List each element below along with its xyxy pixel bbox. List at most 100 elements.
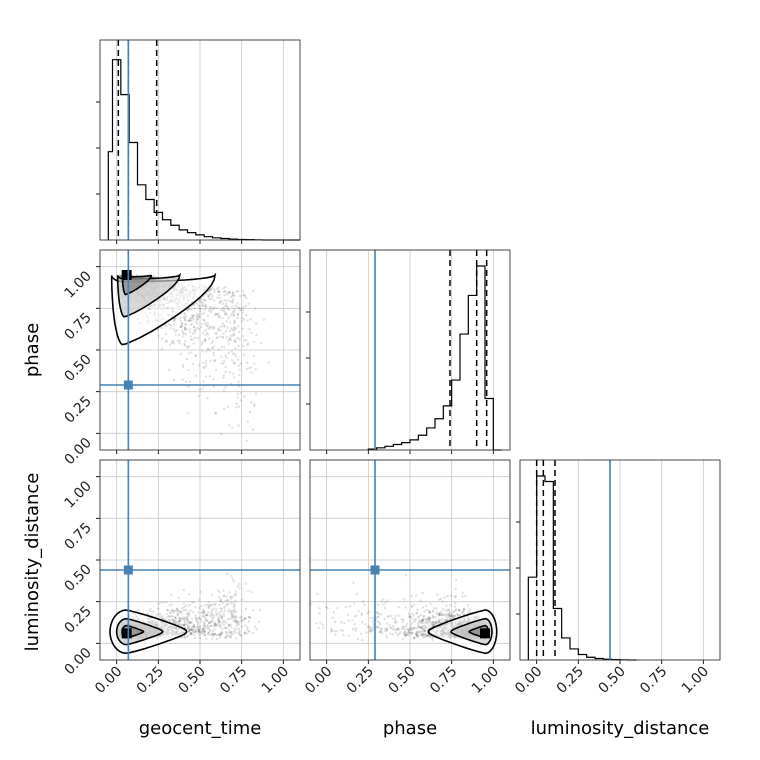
sample-point xyxy=(250,331,253,334)
sample-point xyxy=(157,334,160,337)
sample-point xyxy=(222,389,226,392)
sample-point xyxy=(432,623,435,626)
sample-point xyxy=(202,312,206,315)
sample-point xyxy=(244,607,248,611)
sample-point xyxy=(243,293,246,296)
sample-point xyxy=(385,628,389,631)
sample-point xyxy=(231,328,234,332)
sample-point xyxy=(221,335,224,339)
sample-point xyxy=(217,618,220,621)
sample-point xyxy=(234,620,237,623)
histogram-step xyxy=(367,265,502,451)
sample-point xyxy=(211,619,214,622)
sample-point xyxy=(215,608,218,611)
sample-point xyxy=(169,615,173,618)
sample-point xyxy=(355,614,358,617)
sample-point xyxy=(232,602,235,605)
sample-point xyxy=(247,620,251,623)
sample-point xyxy=(242,289,245,293)
sample-point xyxy=(411,612,414,615)
sample-point xyxy=(148,609,151,612)
sample-point xyxy=(193,627,196,631)
sample-point xyxy=(173,619,176,622)
sample-point xyxy=(203,633,207,637)
sample-point xyxy=(212,306,215,309)
sample-point xyxy=(191,628,194,632)
sample-point xyxy=(420,625,423,628)
sample-point xyxy=(213,359,216,362)
sample-point xyxy=(178,339,181,343)
sample-point xyxy=(435,610,439,614)
sample-point xyxy=(438,613,442,616)
sample-point xyxy=(453,614,457,618)
sample-point xyxy=(197,299,200,302)
sample-point xyxy=(191,625,195,629)
sample-point xyxy=(225,291,228,294)
sample-point xyxy=(204,364,208,368)
sample-point xyxy=(186,345,189,348)
sample-point xyxy=(213,622,217,625)
sample-point xyxy=(234,304,238,307)
sample-point xyxy=(183,323,187,326)
sample-point xyxy=(241,327,244,331)
sample-point xyxy=(223,359,226,363)
sample-point xyxy=(331,616,334,620)
sample-point xyxy=(239,308,242,311)
sample-point xyxy=(245,296,248,300)
sample-point xyxy=(155,613,159,616)
sample-point xyxy=(217,316,221,319)
sample-point xyxy=(233,593,237,596)
sample-point xyxy=(228,635,232,639)
sample-point xyxy=(198,625,202,628)
sample-point xyxy=(238,634,242,637)
sample-point xyxy=(178,619,181,623)
sample-point xyxy=(190,632,193,635)
sample-point xyxy=(200,342,204,346)
sample-point xyxy=(207,621,211,625)
ylabel-luminosity-distance: luminosity_distance xyxy=(22,473,43,652)
sample-point xyxy=(230,327,233,330)
sample-point xyxy=(400,627,404,630)
sample-point xyxy=(242,344,245,348)
sample-point xyxy=(214,412,217,415)
sample-point xyxy=(186,309,189,312)
sample-point xyxy=(191,362,194,365)
sample-point xyxy=(403,628,406,631)
sample-point xyxy=(209,633,213,637)
sample-point xyxy=(205,292,208,296)
sample-point xyxy=(448,611,452,615)
sample-point xyxy=(343,622,346,625)
sample-point xyxy=(462,607,466,610)
sample-point xyxy=(197,611,200,614)
sample-point xyxy=(386,627,389,630)
sample-point xyxy=(175,328,179,332)
sample-point xyxy=(427,634,430,637)
sample-point xyxy=(202,610,206,613)
sample-point xyxy=(206,396,209,400)
sample-point xyxy=(213,344,216,348)
sample-point xyxy=(238,368,241,371)
sample-point xyxy=(230,426,234,429)
sample-point xyxy=(164,325,168,328)
sample-point xyxy=(423,632,426,636)
sample-point xyxy=(207,621,211,624)
sample-point xyxy=(171,340,175,343)
sample-point xyxy=(233,319,236,322)
sample-point xyxy=(212,378,215,381)
sample-point xyxy=(267,361,270,364)
sample-point xyxy=(159,601,162,604)
sample-point xyxy=(168,343,172,346)
sample-point xyxy=(367,610,371,613)
sample-point xyxy=(203,616,207,619)
sample-point xyxy=(191,610,195,614)
sample-point xyxy=(225,631,229,634)
sample-point xyxy=(189,319,192,322)
sample-point xyxy=(409,631,412,635)
sample-point xyxy=(253,402,256,406)
sample-point xyxy=(206,347,210,350)
sample-point xyxy=(188,344,191,348)
sample-point xyxy=(457,608,461,612)
sample-point xyxy=(440,610,443,613)
sample-point xyxy=(372,618,375,621)
sample-point xyxy=(235,355,238,358)
